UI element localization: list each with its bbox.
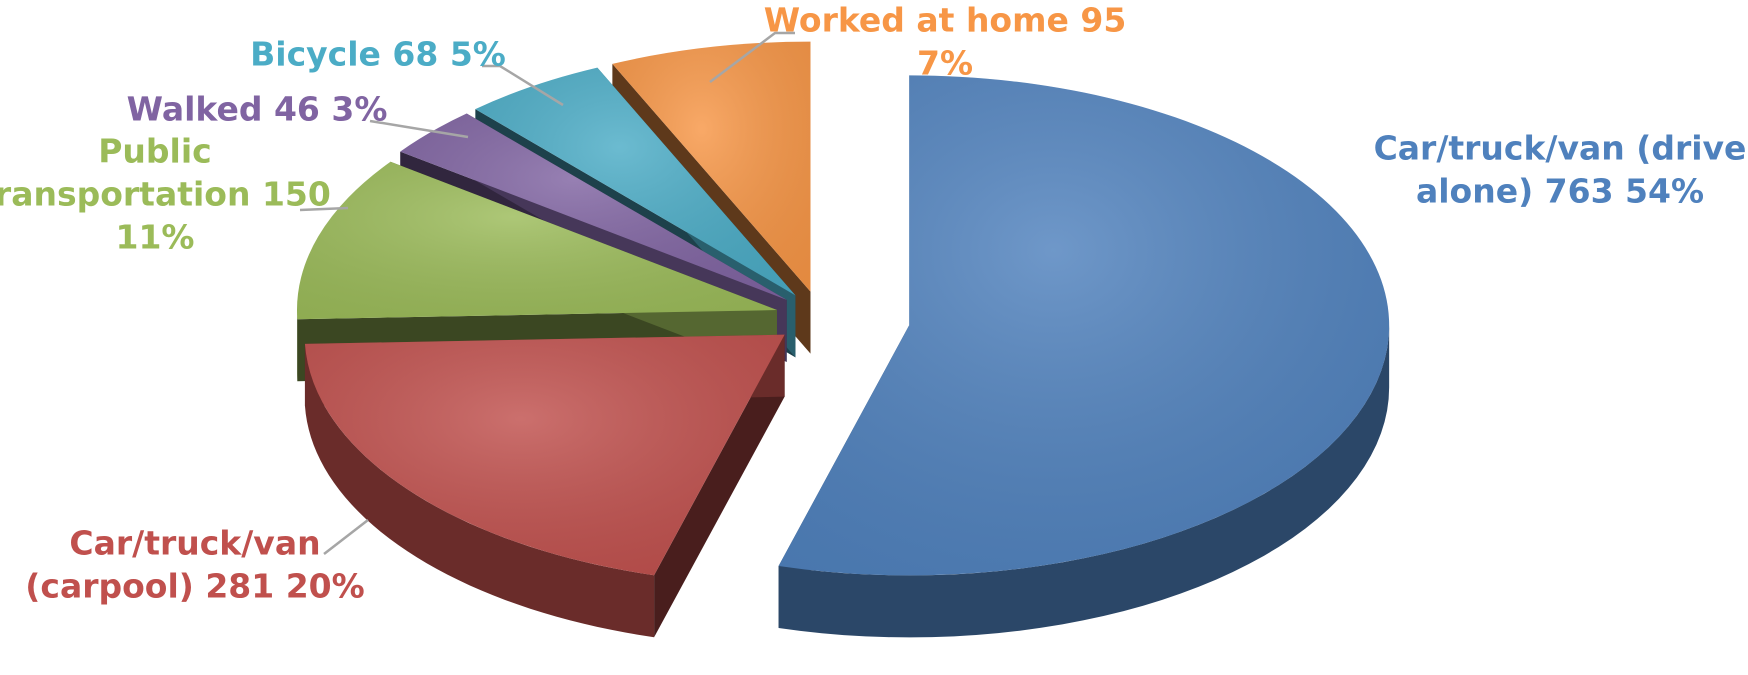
pie-slice-sheen-walked [400, 113, 787, 300]
leader-line-walked [369, 119, 469, 139]
pie-slice-sheen-worked-at-home [612, 41, 811, 292]
data-label-line: Worked at home 95 [764, 1, 1127, 40]
pie-slice-car-truck-van-carpool [304, 334, 785, 638]
leader-line-car-truck-van-carpool [323, 519, 369, 555]
data-label-line: Bicycle 68 5% [250, 35, 506, 74]
leader-line-worked-at-home [709, 31, 795, 83]
pie-slice-car-truck-van-drive-alone [778, 75, 1390, 638]
leader-line-public-transportation [299, 206, 349, 212]
data-label-line: Car/truck/van (drive [1374, 129, 1747, 168]
pie-slice-sheen-car-truck-van-drive-alone [778, 75, 1390, 576]
data-label-public-transportation: Public transportation 150 11% [0, 132, 331, 257]
data-label-line: transportation 150 [0, 175, 331, 214]
data-label-line: 11% [116, 218, 195, 257]
pie-slice-edge-car-truck-van-carpool [304, 343, 655, 638]
leader-line-bicycle [482, 64, 564, 107]
data-label-line: Walked 46 3% [127, 90, 388, 129]
data-label-line: Car/truck/van [69, 524, 320, 563]
pie-slice-sheen-public-transportation [296, 161, 777, 320]
data-label-line: (carpool) 281 20% [25, 567, 364, 606]
data-label-car-truck-van-drive-alone: Car/truck/van (drive alone) 763 54% [1374, 129, 1747, 211]
data-label-line: 7% [917, 44, 973, 83]
data-label-walked: Walked 46 3% [127, 90, 388, 129]
data-label-line: alone) 763 54% [1416, 172, 1704, 211]
pie-slice-sheen-car-truck-van-carpool [304, 334, 785, 576]
pie-slice-edge-car-truck-van-drive-alone [778, 325, 1390, 638]
pie-slice-side-car-truck-van-carpool [654, 334, 785, 638]
data-label-worked-at-home: Worked at home 95 7% [764, 1, 1127, 83]
data-label-bicycle: Bicycle 68 5% [250, 35, 506, 74]
data-label-line: Public [98, 132, 212, 171]
data-label-car-truck-van-carpool: Car/truck/van (carpool) 281 20% [25, 524, 364, 606]
pie-slice-sheen-bicycle [475, 67, 796, 296]
